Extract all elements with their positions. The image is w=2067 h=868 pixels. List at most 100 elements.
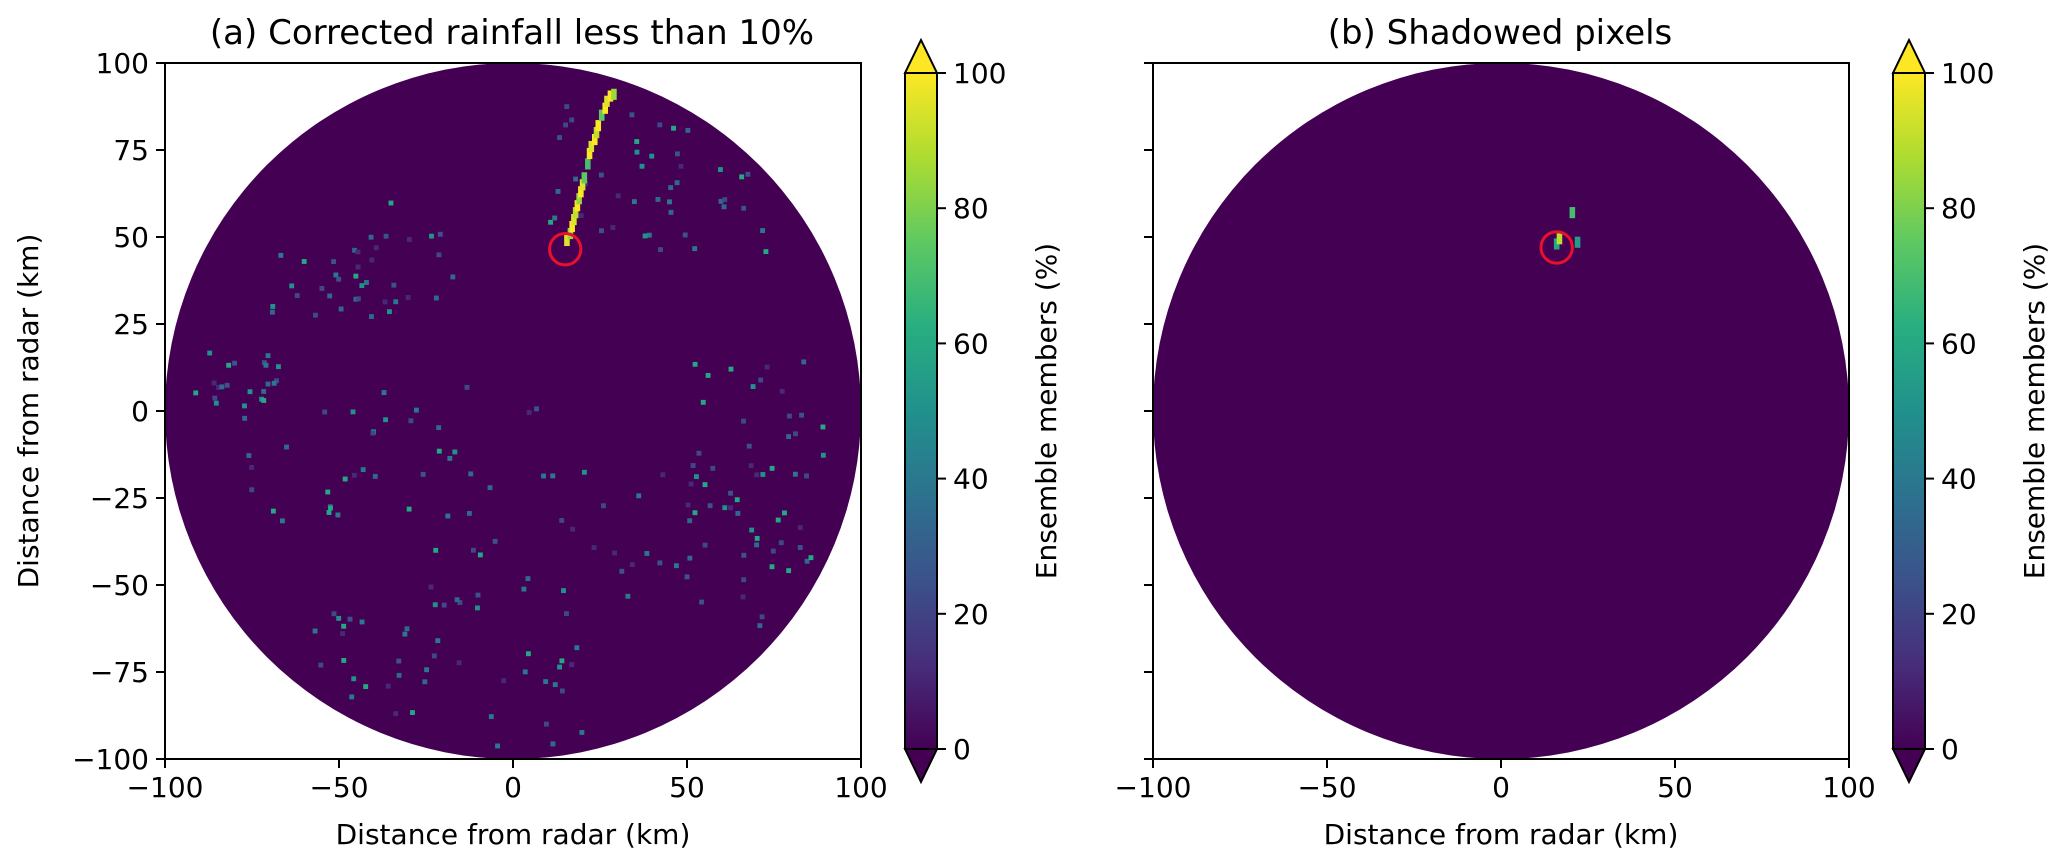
data-pixel (578, 186, 584, 198)
panel-a: (a) Corrected rainfall less than 10% −10… (12, 13, 1063, 851)
speckle-pixel (468, 471, 474, 477)
panel-a-high-values (564, 88, 617, 247)
speckle-pixel (355, 264, 361, 270)
speckle-pixel (750, 384, 756, 390)
speckle-pixel (741, 418, 746, 424)
speckle-pixel (684, 574, 690, 580)
speckle-pixel (678, 163, 684, 169)
speckle-pixel (799, 412, 805, 418)
data-pixel (1574, 236, 1581, 248)
panel-a-speckle (193, 104, 826, 749)
speckle-pixel (760, 472, 766, 477)
speckle-pixel (341, 623, 347, 629)
speckle-pixel (745, 171, 751, 177)
speckle-pixel (279, 518, 285, 524)
speckle-pixel (625, 593, 631, 599)
speckle-pixel (685, 127, 691, 133)
x-tick-label: 0 (1492, 771, 1510, 804)
speckle-pixel (601, 503, 606, 509)
x-tick-label: 50 (669, 771, 705, 804)
x-tick-label: 100 (834, 771, 887, 804)
speckle-pixel (338, 306, 344, 312)
data-pixel (574, 200, 581, 212)
speckle-pixel (328, 505, 333, 511)
speckle-pixel (193, 390, 199, 396)
speckle-pixel (495, 743, 500, 749)
speckle-pixel (470, 547, 476, 553)
speckle-pixel (360, 467, 366, 473)
speckle-pixel (786, 434, 792, 440)
speckle-pixel (718, 198, 724, 204)
speckle-pixel (406, 237, 412, 242)
speckle-pixel (265, 353, 271, 359)
speckle-pixel (521, 586, 527, 592)
data-pixel (585, 158, 591, 170)
speckle-pixel (488, 714, 494, 720)
x-tick-label: −50 (309, 771, 368, 804)
speckle-pixel (682, 232, 688, 238)
speckle-pixel (261, 360, 267, 366)
speckle-pixel (232, 360, 237, 366)
speckle-pixel (349, 694, 355, 700)
speckle-pixel (464, 384, 470, 390)
panel-b-plot-area (1152, 62, 1850, 760)
speckle-pixel (382, 299, 388, 305)
speckle-pixel (728, 505, 733, 511)
speckle-pixel (487, 485, 493, 491)
panel-a-colorbar: 0 20 40 60 80 100 Ensemble members (%) (903, 37, 1063, 785)
data-pixel (572, 207, 579, 219)
speckle-pixel (457, 600, 463, 605)
speckle-pixel (242, 415, 248, 421)
speckle-pixel (569, 662, 575, 668)
colorbar-tick-label: 80 (1941, 192, 1977, 225)
speckle-pixel (276, 364, 281, 370)
speckle-pixel (350, 409, 356, 415)
speckle-pixel (429, 233, 434, 239)
colorbar-tick-label: 60 (1941, 327, 1977, 360)
colorbar-tick-label: 20 (1941, 598, 1977, 631)
speckle-pixel (534, 406, 539, 412)
speckle-pixel (555, 188, 561, 194)
speckle-pixel (368, 234, 374, 240)
speckle-pixel (579, 730, 585, 735)
panel-a-y-label: Distance from radar (km) (12, 234, 45, 589)
speckle-pixel (396, 672, 402, 678)
panel-a-x-ticks: −100 −50 0 50 100 (127, 759, 888, 804)
panel-a-colorbar-body (904, 72, 938, 750)
speckle-pixel (564, 611, 569, 617)
colorbar-tick-label: 0 (1941, 733, 1959, 766)
speckle-pixel (347, 616, 353, 622)
speckle-pixel (431, 653, 437, 659)
speckle-pixel (687, 518, 693, 524)
panel-b-title: (b) Shadowed pixels (1328, 13, 1673, 53)
speckle-pixel (436, 425, 442, 431)
speckle-pixel (782, 510, 787, 516)
data-pixel (564, 234, 570, 247)
speckle-pixel (525, 576, 531, 582)
speckle-pixel (336, 615, 342, 621)
y-tick-label: −75 (90, 656, 149, 689)
speckle-pixel (436, 448, 442, 454)
panel-b-colorbar-label: Ensemble members (%) (2018, 243, 2051, 579)
speckle-pixel (404, 626, 410, 632)
speckle-pixel (564, 104, 570, 110)
panel-b-x-label: Distance from radar (km) (1324, 818, 1679, 851)
speckle-pixel (559, 688, 565, 694)
speckle-pixel (820, 424, 826, 430)
speckle-pixel (687, 555, 693, 561)
panel-b-x-ticks: −100 −50 0 50 100 (1115, 759, 1876, 804)
speckle-pixel (759, 614, 765, 620)
speckle-pixel (219, 384, 225, 390)
speckle-pixel (278, 252, 284, 258)
speckle-pixel (341, 658, 347, 663)
speckle-pixel (629, 562, 635, 568)
speckle-pixel (396, 658, 402, 664)
speckle-pixel (612, 550, 618, 556)
speckle-pixel (263, 362, 269, 368)
speckle-pixel (383, 417, 388, 423)
y-tick-label: 0 (131, 395, 149, 428)
speckle-pixel (801, 359, 807, 365)
speckle-pixel (760, 228, 766, 234)
speckle-pixel (660, 472, 666, 478)
speckle-pixel (333, 272, 339, 278)
